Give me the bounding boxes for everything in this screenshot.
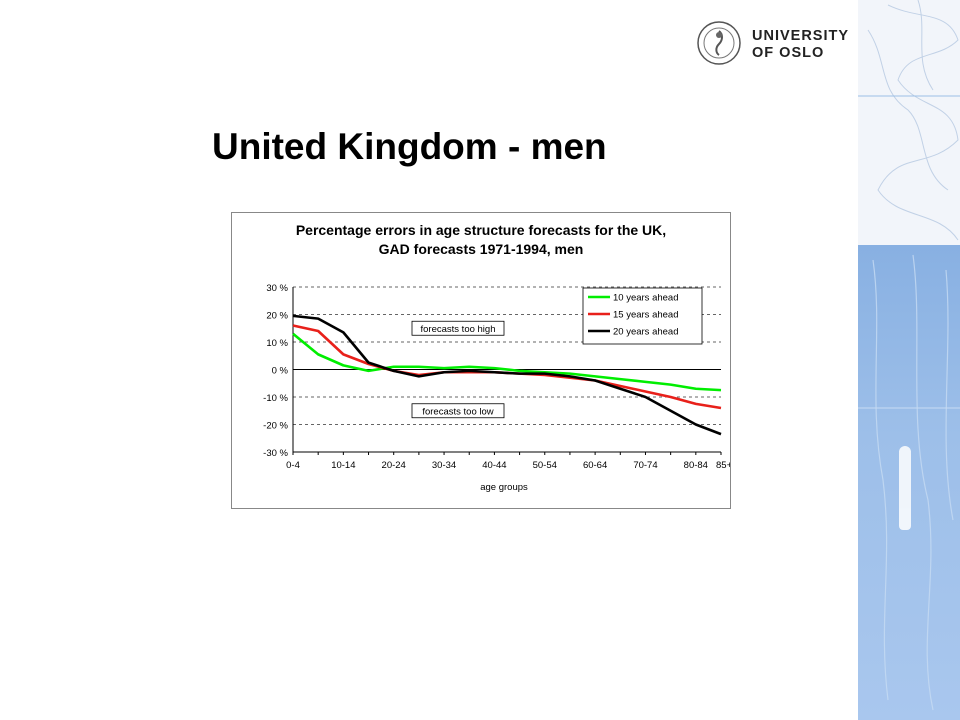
- x-tick-label: 10-14: [331, 460, 355, 471]
- x-tick-label: 40-44: [482, 460, 506, 471]
- x-tick-label: 60-64: [583, 460, 607, 471]
- x-tick-label: 70-74: [633, 460, 657, 471]
- x-axis-label: age groups: [480, 482, 528, 493]
- chart-title-line1: Percentage errors in age structure forec…: [295, 222, 667, 238]
- annotation-label: forecasts too low: [422, 406, 493, 417]
- legend-label: 15 years ahead: [613, 310, 679, 321]
- side-decoration-top: [858, 0, 960, 245]
- series-line-1: [292, 332, 722, 392]
- x-tick-label: 30-34: [432, 460, 456, 471]
- y-tick-label: 20 %: [266, 311, 288, 322]
- x-tick-label: 50-54: [533, 460, 557, 471]
- university-name-line1: UNIVERSITY: [752, 28, 850, 44]
- annotation-box: [411, 320, 505, 336]
- x-tick-label: 0-4: [286, 460, 300, 471]
- y-tick-label: -20 %: [263, 421, 288, 432]
- side-decoration-band: [858, 0, 960, 720]
- x-tick-label: 85+: [716, 460, 730, 471]
- x-tick-label: 80-84: [684, 460, 708, 471]
- series-line-3: [292, 314, 722, 436]
- y-tick-label: 10 %: [266, 338, 288, 349]
- y-tick-label: 0 %: [272, 366, 289, 377]
- statue-illustration: [858, 0, 960, 711]
- chart-title-line2: GAD forecasts 1971-1994, men: [378, 241, 584, 257]
- annotation-label: forecasts too high: [421, 324, 496, 335]
- x-tick-label: 20-24: [382, 460, 406, 471]
- university-seal-icon: [697, 21, 741, 65]
- university-logo: [696, 20, 742, 71]
- university-name: UNIVERSITY OF OSLO: [752, 28, 849, 62]
- annotation-box: [411, 403, 505, 419]
- university-name-line2: OF OSLO: [752, 45, 825, 61]
- chart-container: Percentage errors in age structure forec…: [231, 212, 731, 509]
- y-tick-label: 30 %: [266, 283, 288, 294]
- y-tick-label: -10 %: [263, 393, 288, 404]
- chart-plot: 30 % 20 % 10 % 0 % -10 % -20 % -30 %0-4 10-14 20…: [263, 283, 730, 493]
- legend-label: 10 years ahead: [613, 293, 679, 304]
- y-tick-label: -30 %: [263, 448, 288, 459]
- slide-title: United Kingdom - men: [212, 126, 607, 167]
- legend-label: 20 years ahead: [613, 327, 679, 338]
